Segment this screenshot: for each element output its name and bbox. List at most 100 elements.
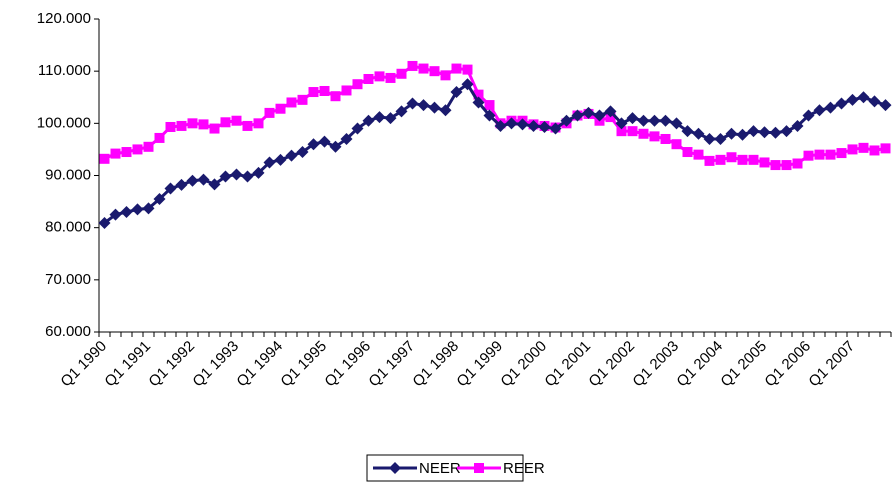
marker bbox=[868, 95, 881, 108]
marker bbox=[197, 173, 210, 186]
marker bbox=[494, 119, 507, 132]
marker bbox=[417, 99, 430, 112]
marker bbox=[792, 158, 803, 169]
marker bbox=[627, 126, 638, 137]
marker bbox=[275, 103, 286, 114]
marker bbox=[109, 208, 122, 221]
marker bbox=[758, 126, 771, 139]
marker bbox=[474, 463, 484, 473]
marker bbox=[395, 105, 408, 118]
marker bbox=[836, 148, 847, 159]
marker bbox=[220, 117, 231, 128]
marker bbox=[538, 120, 551, 133]
marker bbox=[549, 122, 562, 135]
marker bbox=[389, 462, 401, 474]
marker bbox=[165, 121, 176, 132]
x-tick-label: Q1 2001 bbox=[541, 338, 594, 391]
marker bbox=[835, 97, 848, 110]
marker bbox=[297, 94, 308, 105]
marker bbox=[263, 156, 276, 169]
marker bbox=[858, 142, 869, 153]
marker bbox=[626, 112, 639, 125]
marker bbox=[440, 70, 451, 81]
marker bbox=[208, 178, 221, 191]
marker bbox=[814, 149, 825, 160]
marker bbox=[560, 114, 573, 127]
marker bbox=[385, 72, 396, 83]
marker bbox=[341, 85, 352, 96]
marker bbox=[484, 100, 495, 111]
marker bbox=[736, 128, 749, 141]
x-tick-label: Q1 2005 bbox=[717, 338, 770, 391]
x-tick-label: Q1 1992 bbox=[145, 338, 198, 391]
marker bbox=[748, 154, 759, 165]
marker bbox=[670, 117, 683, 130]
marker bbox=[252, 166, 265, 179]
marker bbox=[340, 132, 353, 145]
marker bbox=[219, 170, 232, 183]
x-tick-label: Q1 1993 bbox=[189, 338, 242, 391]
marker bbox=[802, 109, 815, 122]
marker bbox=[142, 202, 155, 215]
marker bbox=[230, 168, 243, 181]
marker bbox=[209, 123, 220, 134]
marker bbox=[253, 118, 264, 129]
x-tick-label: Q1 2007 bbox=[805, 338, 858, 391]
x-tick-label: Q1 1997 bbox=[365, 338, 418, 391]
marker bbox=[737, 154, 748, 165]
marker bbox=[286, 97, 297, 108]
marker bbox=[803, 150, 814, 161]
marker bbox=[726, 152, 737, 163]
x-tick-label: Q1 2002 bbox=[585, 338, 638, 391]
marker bbox=[418, 63, 429, 74]
marker bbox=[319, 85, 330, 96]
marker bbox=[747, 125, 760, 138]
marker bbox=[329, 140, 342, 153]
marker bbox=[781, 160, 792, 171]
marker bbox=[660, 133, 671, 144]
marker bbox=[704, 155, 715, 166]
x-tick-label: Q1 1995 bbox=[277, 338, 330, 391]
marker bbox=[703, 132, 716, 145]
plot-area bbox=[98, 60, 892, 229]
marker bbox=[307, 138, 320, 151]
marker bbox=[846, 93, 859, 106]
marker bbox=[154, 132, 165, 143]
series-line bbox=[103, 82, 886, 225]
marker bbox=[373, 111, 386, 124]
marker bbox=[406, 97, 419, 110]
marker bbox=[770, 160, 781, 171]
marker bbox=[824, 101, 837, 114]
marker bbox=[693, 149, 704, 160]
x-tick-label: Q1 1999 bbox=[453, 338, 506, 391]
marker bbox=[450, 86, 463, 99]
marker bbox=[505, 117, 518, 130]
y-tick-label: 110.000 bbox=[38, 62, 91, 79]
marker bbox=[682, 147, 693, 158]
marker bbox=[483, 109, 496, 122]
marker bbox=[384, 112, 397, 125]
x-tick-label: Q1 2004 bbox=[673, 338, 726, 391]
marker bbox=[582, 106, 595, 119]
marker bbox=[869, 145, 880, 156]
marker bbox=[593, 109, 606, 122]
marker bbox=[429, 66, 440, 77]
marker bbox=[615, 117, 628, 130]
marker bbox=[362, 114, 375, 127]
marker bbox=[352, 79, 363, 90]
marker bbox=[473, 89, 484, 100]
marker bbox=[99, 153, 110, 164]
marker bbox=[274, 153, 287, 166]
marker bbox=[451, 63, 462, 74]
marker bbox=[318, 135, 331, 148]
marker bbox=[759, 157, 770, 168]
x-tick-label: Q1 2003 bbox=[629, 338, 682, 391]
x-tick-label: Q1 1991 bbox=[101, 338, 154, 391]
marker bbox=[121, 147, 132, 158]
marker bbox=[285, 149, 298, 162]
x-tick-label: Q1 2006 bbox=[761, 338, 814, 391]
y-tick-label: 60.000 bbox=[45, 323, 91, 340]
marker bbox=[242, 120, 253, 131]
marker bbox=[659, 114, 672, 127]
